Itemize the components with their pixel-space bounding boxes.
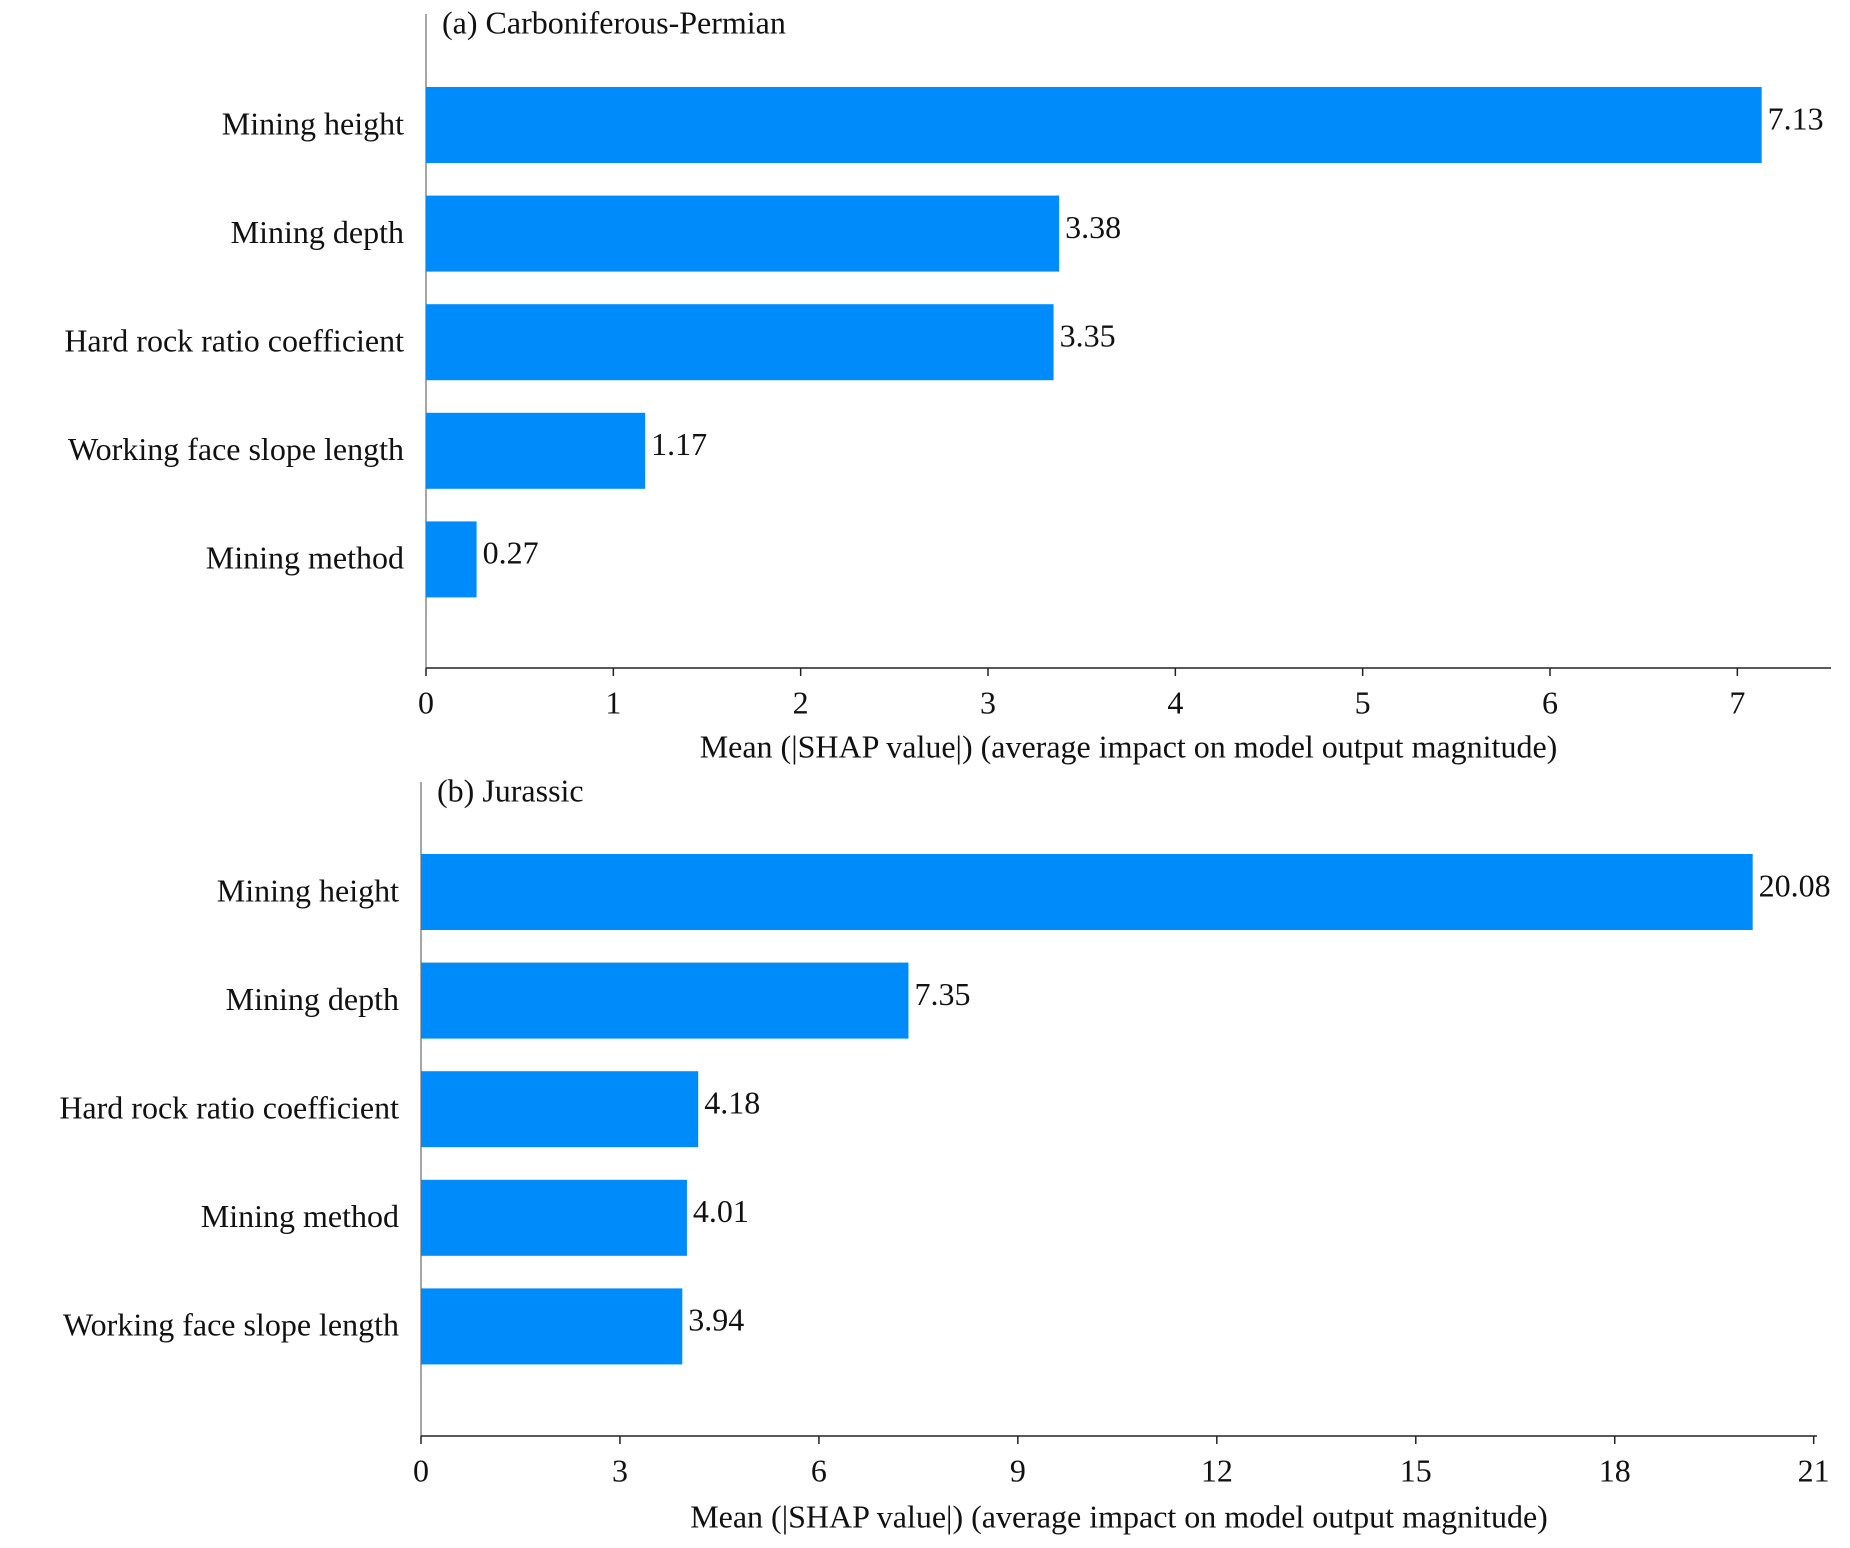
x-axis-label: Mean (|SHAP value|) (average impact on m… [700,728,1558,764]
value-label: 4.18 [704,1085,760,1121]
x-tick-label: 9 [1010,1452,1026,1488]
value-label: 3.35 [1060,318,1116,354]
y-tick-label: Mining depth [226,981,399,1017]
bar [426,195,1060,272]
y-tick-label: Hard rock ratio coefficient [64,323,404,359]
x-tick-label: 21 [1798,1452,1830,1488]
bar [421,962,909,1039]
x-tick-label: 15 [1400,1452,1432,1488]
value-label: 1.17 [651,426,707,462]
y-tick-label: Mining depth [231,214,404,250]
bar [421,854,1753,930]
bar [426,304,1054,381]
x-tick-label: 0 [418,684,434,720]
panel-title: (b) Jurassic [437,772,584,808]
bar [421,1288,683,1365]
bar [421,1071,699,1148]
x-tick-label: 4 [1167,684,1183,720]
x-tick-label: 5 [1355,684,1371,720]
value-label: 7.35 [914,976,970,1012]
value-label: 0.27 [483,535,539,571]
value-label: 3.38 [1065,209,1121,245]
x-tick-label: 18 [1599,1452,1631,1488]
value-label: 20.08 [1759,867,1831,903]
x-tick-label: 2 [793,684,809,720]
x-tick-label: 12 [1201,1452,1233,1488]
y-tick-label: Hard rock ratio coefficient [59,1090,399,1126]
x-tick-label: 3 [612,1452,628,1488]
y-tick-label: Working face slope length [63,1307,399,1343]
x-tick-label: 7 [1729,684,1745,720]
panel-title: (a) Carboniferous-Permian [442,4,786,40]
x-tick-label: 6 [811,1452,827,1488]
bar [426,412,646,489]
x-axis-label: Mean (|SHAP value|) (average impact on m… [690,1498,1548,1534]
x-tick-label: 6 [1542,684,1558,720]
y-tick-label: Mining height [222,105,404,141]
value-label: 7.13 [1768,100,1824,136]
value-label: 4.01 [693,1193,749,1229]
x-tick-label: 1 [605,684,621,720]
x-tick-label: 0 [413,1452,429,1488]
x-tick-label: 3 [980,684,996,720]
bar [421,1179,687,1256]
y-tick-label: Working face slope length [68,431,404,467]
y-tick-label: Mining method [201,1198,399,1234]
y-tick-label: Mining height [217,872,399,908]
y-tick-label: Mining method [206,540,404,576]
bar [426,87,1762,163]
value-label: 3.94 [688,1302,744,1338]
bar [426,521,477,598]
